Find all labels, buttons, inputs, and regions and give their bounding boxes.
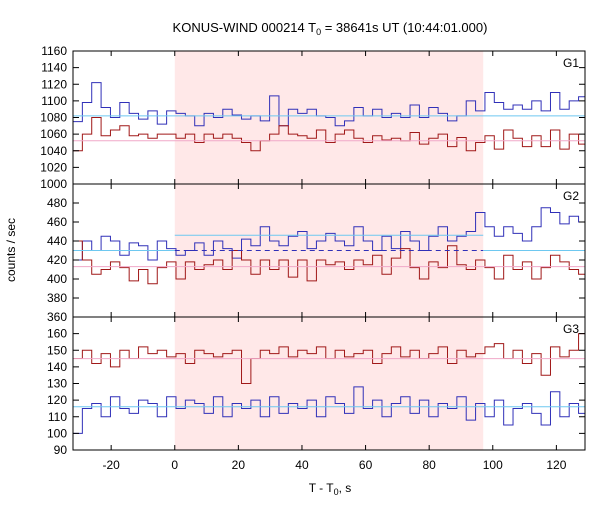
panel-g1: 1000 1020 1040 1060 1080 1100 1120 1140 1160 G1 [40,44,586,191]
x-tick-label: 80 [422,458,436,472]
y-tick-label: 1140 [41,61,67,75]
plot-layer: 100010201040106010801100112011401160G136… [40,44,586,472]
y-tick-label: 130 [47,377,67,391]
series-group-g1 [73,82,585,152]
y-tick-label: 1120 [41,77,67,91]
panel-label-g3: G3 [563,322,579,336]
x-tick-label: 20 [232,458,246,472]
y-tick-label: 360 [47,310,67,324]
series-blue-g3 [73,386,585,434]
panel-g3: 90 100 110 120 130 140 150 160 G3 [47,316,586,457]
x-tick-label: 100 [483,458,503,472]
series-red-g3 [73,333,585,384]
x-axis-label: T - T0, s [309,481,352,497]
y-tick-label: 120 [47,393,67,407]
y-tick-label: 480 [47,196,67,210]
chart-title: KONUS-WIND 000214 T0 = 38641s UT (10:44:… [173,20,488,37]
series-group-g3 [73,333,585,434]
y-tick-label: 1000 [40,177,67,191]
series-blue-g1 [73,82,585,127]
y-tick-label: 400 [47,272,67,286]
y-tick-label: 1060 [40,127,67,141]
y-tick-label: 420 [47,253,67,267]
y-tick-label: 140 [47,360,67,374]
y-tick-label: 100 [47,426,67,440]
panel-g2: 360 380 400 420 440 460 480 G2 [47,183,586,324]
x-tick-label: 40 [295,458,309,472]
x-tick-label: 60 [359,458,373,472]
y-tick-label: 1160 [41,44,67,58]
shaded-interval-g3 [174,317,484,450]
series-blue-g2 [73,207,585,261]
y-tick-label: 160 [47,327,67,341]
y-tick-label: 110 [48,410,67,424]
y-tick-label: 150 [47,343,67,357]
y-tick-label: 1040 [40,144,67,158]
y-tick-label: 1080 [40,111,67,125]
y-axis-label: counts / sec [4,218,18,282]
x-tick-label: 120 [546,458,566,472]
x-tick-label: -20 [102,458,120,472]
series-group-g2 [73,207,585,285]
y-tick-label: 460 [47,215,67,229]
y-tick-label: 1100 [41,94,67,108]
panel-label-g1: G1 [563,56,579,70]
y-tick-label: 1020 [40,160,67,174]
y-tick-label: 90 [54,443,68,457]
x-tick-label: 0 [171,458,178,472]
y-tick-label: 380 [47,291,67,305]
panel-label-g2: G2 [563,189,579,203]
y-tick-label: 440 [47,234,67,248]
